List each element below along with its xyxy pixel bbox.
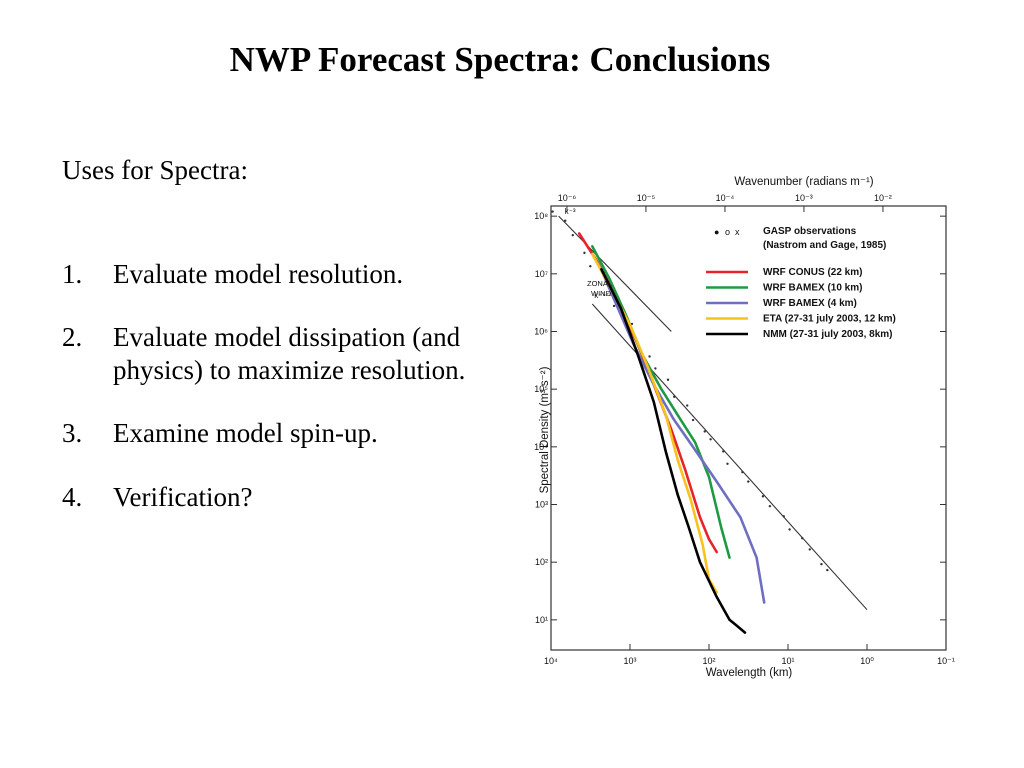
conclusion-item: 4. Verification?	[62, 481, 482, 513]
observation-point	[747, 480, 750, 483]
observation-point	[583, 251, 586, 255]
legend-obs-marker: o	[725, 227, 730, 237]
legend-obs-label: GASP observations	[763, 226, 857, 237]
y-tick-label: 10¹	[535, 615, 548, 625]
x2-tick-label: 10⁻⁴	[716, 193, 735, 203]
series-line	[597, 262, 766, 604]
reference-line	[558, 215, 672, 332]
legend-obs-sublabel: (Nastrom and Gage, 1985)	[763, 240, 886, 251]
y-tick-label: 10⁸	[534, 211, 548, 221]
observation-point	[654, 367, 657, 370]
zonal-wind-annotation: WIND	[591, 289, 612, 298]
observation-point	[709, 438, 712, 441]
axis-layer: 10⁴ 10³ 10² 10¹ 10⁰ 10⁻¹ 10⁻⁶ 10⁻⁵ 10⁻⁴ 10⁻³ 10⁻² 1…	[534, 193, 955, 666]
spectra-chart: 10⁴ 10³ 10² 10¹ 10⁰ 10⁻¹ 10⁻⁶ 10⁻⁵ 10⁻⁴ 10⁻³ 10⁻² 1…	[524, 168, 964, 686]
conclusion-text: Evaluate model resolution.	[113, 259, 404, 289]
x2-tick-label: 10⁻⁶	[558, 193, 577, 203]
y-tick-label: 10³	[535, 500, 548, 510]
observation-point	[673, 395, 676, 398]
spectra-figure: 10⁴ 10³ 10² 10¹ 10⁰ 10⁻¹ 10⁻⁶ 10⁻⁵ 10⁻⁴ 10⁻³ 10⁻² 1…	[524, 168, 964, 686]
series-layer	[577, 232, 766, 634]
observation-point	[820, 562, 823, 566]
x-tick-label: 10³	[623, 656, 636, 666]
observation-point	[686, 404, 689, 407]
observation-point	[782, 515, 785, 518]
observation-point	[551, 210, 554, 213]
reference-line-label: k⁻³	[565, 207, 576, 216]
observation-point	[564, 219, 567, 222]
conclusion-number: 3.	[62, 418, 83, 449]
observation-point	[612, 304, 616, 308]
x-tick-label: 10⁰	[860, 656, 874, 666]
legend-label: WRF BAMEX (4 km)	[763, 298, 857, 309]
series-line	[600, 268, 747, 634]
y-tick-label: 10²	[535, 557, 548, 567]
legend-obs-marker: x	[735, 227, 740, 237]
observation-point	[741, 470, 744, 474]
x-tick-label: 10²	[702, 656, 715, 666]
x-tick-label: 10⁻¹	[937, 656, 955, 666]
legend-label: WRF BAMEX (10 km)	[763, 283, 862, 294]
observation-point	[691, 418, 695, 422]
y-tick-label: 10⁷	[535, 269, 548, 279]
observation-point	[648, 355, 651, 358]
conclusion-text: Verification?	[113, 481, 253, 512]
legend-obs-marker: ●	[714, 227, 719, 237]
y-axis-label: Spectral Density (m³ s⁻²)	[539, 366, 551, 493]
observation-point	[630, 322, 634, 326]
conclusions-list: 1. Evaluate model resolution. 2. Evaluat…	[62, 258, 482, 544]
observation-point	[589, 265, 592, 268]
reference-line-label: k⁻⁵ᐟ³	[594, 291, 612, 300]
slide-subtitle: Uses for Spectra:	[62, 155, 248, 185]
conclusion-text: Examine model spin-up.	[113, 418, 378, 449]
legend-label: ETA (27-31 july 2003, 12 km)	[763, 314, 896, 325]
conclusion-item: 3. Examine model spin-up.	[62, 417, 482, 449]
x2-tick-label: 10⁻²	[874, 193, 892, 203]
slide-title: NWP Forecast Spectra: Conclusions	[229, 40, 771, 79]
x2-tick-label: 10⁻⁵	[637, 193, 656, 203]
legend-label: NMM (27-31 july 2003, 8km)	[763, 329, 893, 340]
y-tick-label: 10⁶	[534, 326, 548, 336]
x-tick-label: 10⁴	[544, 656, 558, 666]
observation-point	[761, 495, 765, 498]
x2-axis-label: Wavenumber (radians m⁻¹)	[734, 176, 873, 188]
x-axis-label: Wavelength (km)	[706, 667, 793, 679]
figure-background	[524, 168, 964, 686]
y-tick-label: 10⁵	[534, 384, 548, 394]
series-line	[591, 245, 731, 559]
observation-point	[808, 548, 811, 551]
zonal-wind-annotation: ZONAL	[587, 279, 612, 288]
observation-point	[788, 528, 791, 531]
x-tick-label: 10¹	[781, 656, 794, 666]
conclusion-number: 2.	[62, 322, 83, 353]
plot-frame	[550, 205, 947, 651]
observation-point	[768, 504, 772, 508]
observation-point	[726, 462, 729, 466]
conclusion-item: 1. Evaluate model resolution.	[62, 258, 482, 290]
observation-point	[801, 537, 804, 540]
conclusion-number: 1.	[62, 259, 83, 289]
conclusion-text: Evaluate model dissipation (and physics)…	[113, 322, 466, 385]
observation-point	[722, 450, 725, 453]
observation-point	[703, 430, 706, 433]
chart-legend: ● o x GASP observations (Nastrom and Gag…	[706, 226, 896, 340]
observation-point	[571, 233, 574, 237]
y-tick-label: 10⁴	[534, 442, 548, 452]
conclusion-item: 2. Evaluate model dissipation (and physi…	[62, 321, 482, 386]
observation-point	[666, 378, 670, 381]
x2-tick-label: 10⁻³	[795, 193, 813, 203]
observation-point	[826, 568, 829, 572]
legend-label: WRF CONUS (22 km)	[763, 267, 862, 278]
conclusion-number: 4.	[62, 481, 83, 512]
